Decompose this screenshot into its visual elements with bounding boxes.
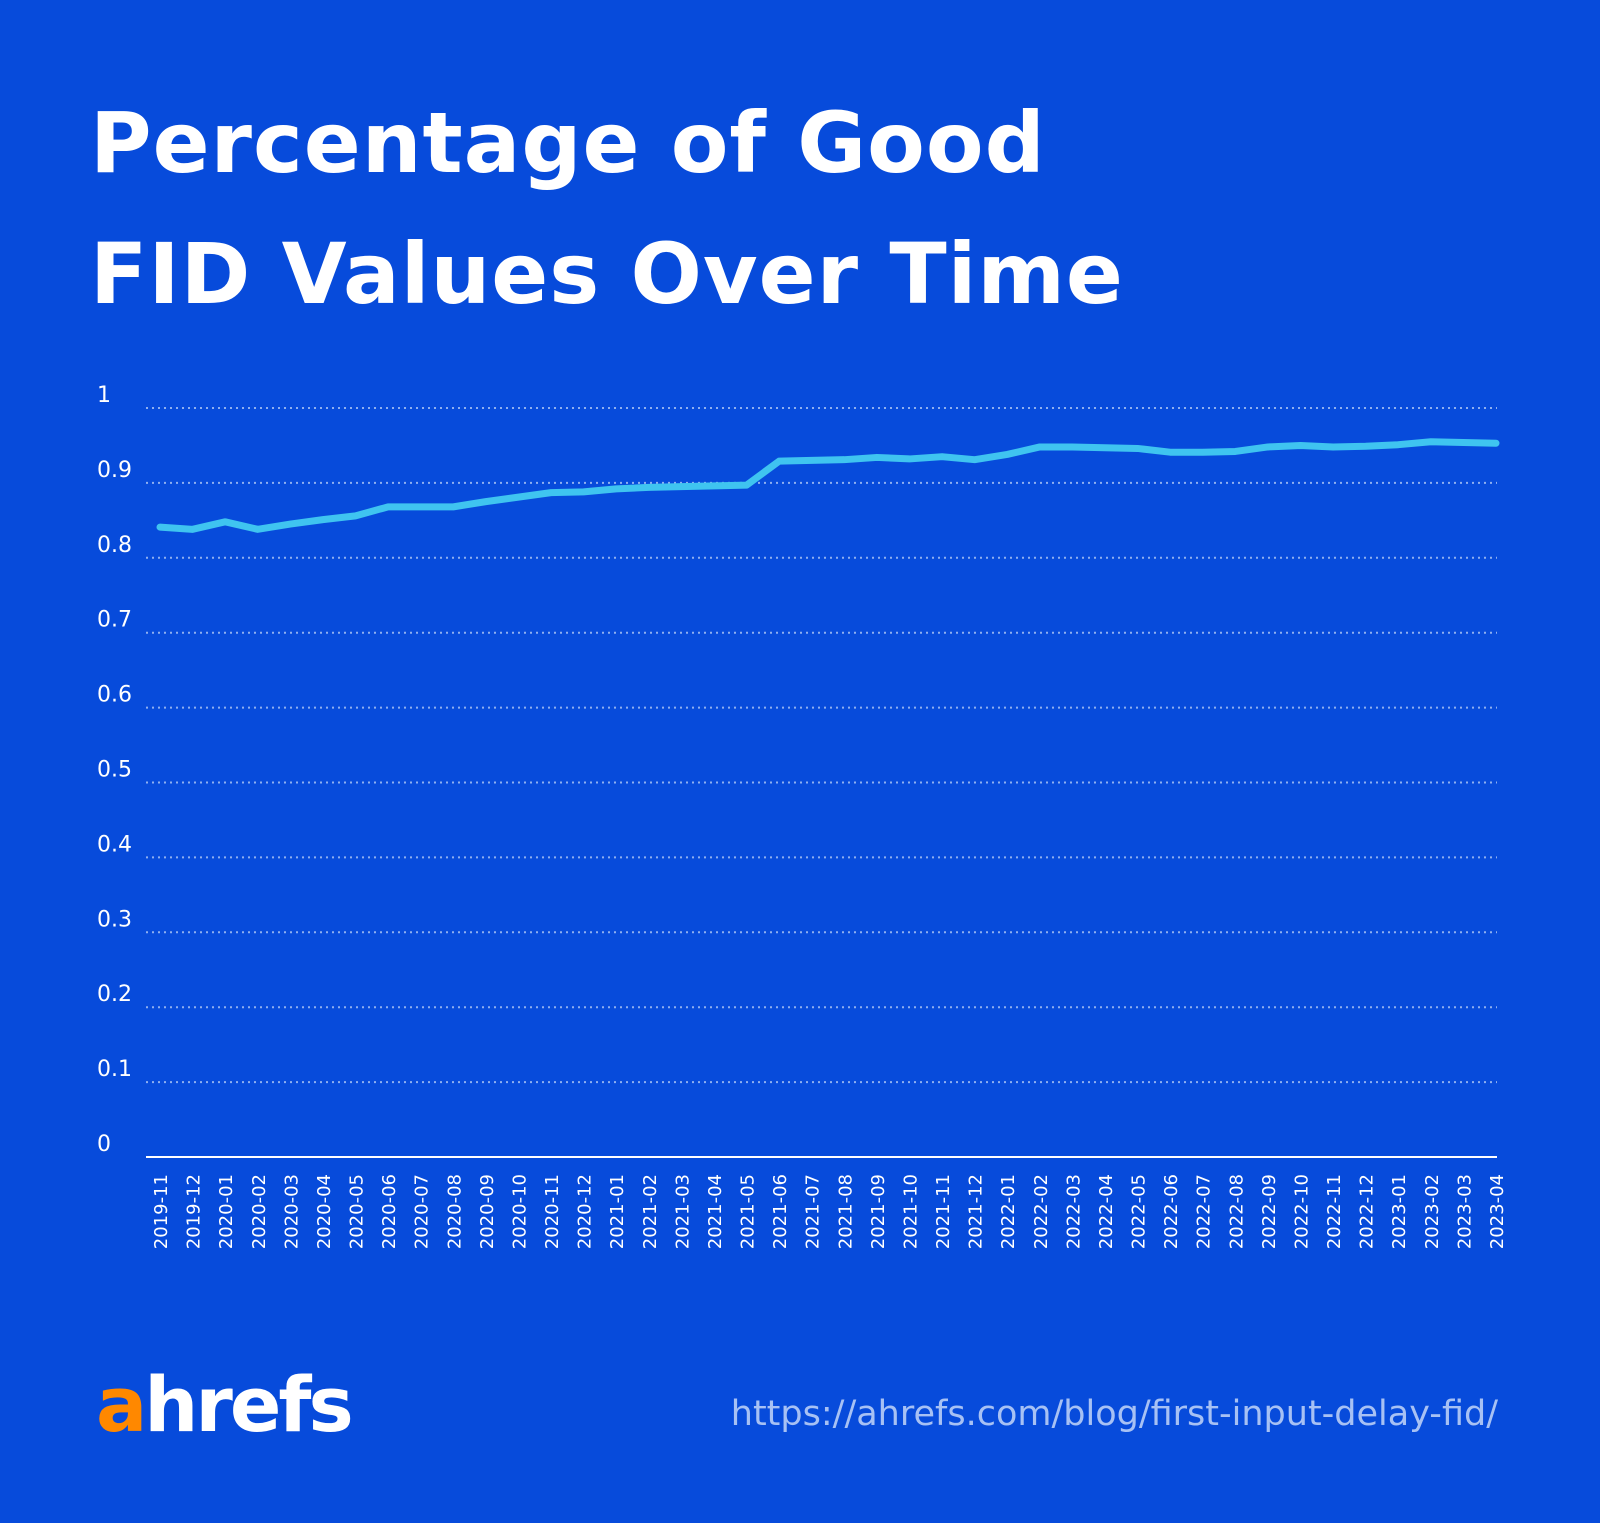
x-tick-label: 2022-02 — [1031, 1174, 1052, 1249]
y-tick-label: 0 — [97, 1132, 111, 1157]
x-tick-label: 2020-04 — [314, 1174, 335, 1249]
x-tick-label: 2020-12 — [575, 1174, 596, 1249]
y-tick-label: 0.5 — [97, 758, 132, 783]
x-tick-label: 2021-05 — [738, 1174, 759, 1249]
source-url: https://ahrefs.com/blog/first-input-dela… — [730, 1394, 1498, 1434]
y-tick-label: 0.1 — [97, 1057, 132, 1082]
x-tick-label: 2023-04 — [1487, 1174, 1508, 1249]
x-tick-label: 2023-01 — [1389, 1174, 1410, 1249]
y-tick-label: 0.8 — [97, 533, 132, 558]
x-tick-label: 2021-11 — [933, 1174, 954, 1249]
x-tick-label: 2022-11 — [1324, 1174, 1345, 1249]
x-tick-label: 2020-08 — [444, 1174, 465, 1249]
x-tick-label: 2019-12 — [184, 1174, 205, 1249]
title-line-2: FID Values Over Time — [90, 225, 1124, 323]
y-tick-label: 1 — [97, 383, 111, 408]
x-tick-label: 2020-07 — [412, 1174, 433, 1249]
x-tick-label: 2021-09 — [868, 1174, 889, 1249]
y-tick-label: 0.3 — [97, 907, 132, 932]
x-tick-label: 2022-04 — [1096, 1174, 1117, 1249]
x-tick-label: 2020-11 — [542, 1174, 563, 1249]
x-tick-label: 2020-02 — [249, 1174, 270, 1249]
x-tick-label: 2022-01 — [998, 1174, 1019, 1249]
x-tick-label: 2021-03 — [672, 1174, 693, 1249]
x-tick-label: 2020-01 — [216, 1174, 237, 1249]
x-tick-label: 2021-08 — [835, 1174, 856, 1249]
title-line-1: Percentage of Good — [90, 94, 1046, 192]
x-tick-label: 2022-03 — [1063, 1174, 1084, 1249]
x-tick-label: 2020-05 — [347, 1174, 368, 1249]
y-tick-label: 0.6 — [97, 683, 132, 708]
x-tick-label: 2021-10 — [900, 1174, 921, 1249]
y-tick-label: 0.9 — [97, 458, 132, 483]
x-tick-label: 2022-07 — [1194, 1174, 1215, 1249]
y-tick-label: 0.4 — [97, 832, 132, 857]
x-tick-label: 2023-02 — [1422, 1174, 1443, 1249]
x-tick-label: 2021-06 — [770, 1174, 791, 1249]
data-line — [156, 438, 1500, 533]
x-tick-label: 2022-09 — [1259, 1174, 1280, 1249]
x-tick-label: 2022-08 — [1226, 1174, 1247, 1249]
x-tick-label: 2020-09 — [477, 1174, 498, 1249]
x-tick-label: 2023-03 — [1454, 1174, 1475, 1249]
x-tick-label: 2021-04 — [705, 1174, 726, 1249]
x-tick-label: 2020-10 — [509, 1174, 530, 1249]
x-tick-label: 2021-07 — [803, 1174, 824, 1249]
x-tick-label: 2022-06 — [1161, 1174, 1182, 1249]
x-tick-label: 2021-12 — [966, 1174, 987, 1249]
x-tick-label: 2022-10 — [1291, 1174, 1312, 1249]
y-tick-label: 0.2 — [97, 982, 132, 1007]
x-tick-label: 2021-02 — [640, 1174, 661, 1249]
x-tick-label: 2019-11 — [151, 1174, 172, 1249]
ahrefs-logo: ahrefs — [96, 1360, 354, 1449]
x-tick-label: 2020-03 — [281, 1174, 302, 1249]
x-tick-label: 2020-06 — [379, 1174, 400, 1249]
x-tick-label: 2022-12 — [1357, 1174, 1378, 1249]
chart-title: Percentage of Good FID Values Over Time — [90, 78, 1124, 340]
x-tick-label: 2021-01 — [607, 1174, 628, 1249]
x-tick-label: 2022-05 — [1129, 1174, 1150, 1249]
y-tick-label: 0.7 — [97, 608, 132, 633]
